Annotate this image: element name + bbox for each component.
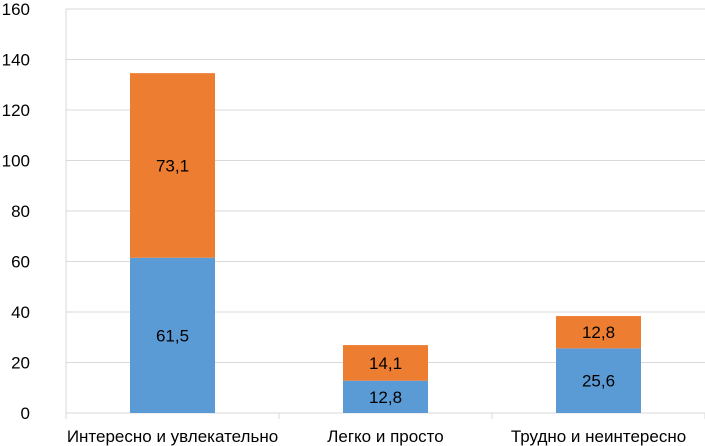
data-label: 12,8: [369, 388, 402, 407]
data-label: 61,5: [156, 326, 189, 345]
data-label: 12,8: [582, 323, 615, 342]
category-labels: Интересно и увлекательно Легко и просто Тр…: [67, 427, 686, 446]
category-label: Легко и просто: [327, 427, 444, 446]
y-tick-label: 60: [11, 253, 30, 272]
y-tick-label: 140: [2, 51, 30, 70]
bar-segment: [130, 257, 215, 413]
bar-segment: [343, 380, 428, 413]
data-label: 73,1: [156, 156, 189, 175]
bar-segment: [130, 73, 215, 258]
data-label: 14,1: [369, 354, 402, 373]
y-tick-label: 120: [2, 101, 30, 120]
category-label: Интересно и увлекательно: [67, 427, 278, 446]
y-tick-label: 160: [2, 0, 30, 19]
data-labels: 61,5 73,1 12,8 14,1 25,6 12,8: [156, 156, 615, 406]
y-tick-label: 0: [21, 404, 30, 423]
bars: [130, 73, 641, 413]
category-label: Трудно и неинтересно: [511, 427, 686, 446]
bar-segment: [556, 316, 641, 349]
y-tick-label: 100: [2, 152, 30, 171]
bar-segment: [556, 348, 641, 413]
y-tick-label: 80: [11, 202, 30, 221]
y-tick-label: 40: [11, 303, 30, 322]
y-tick-label: 20: [11, 354, 30, 373]
bar-segment: [343, 345, 428, 381]
data-label: 25,6: [582, 372, 615, 391]
y-tick-labels: 0 20 40 60 80 100 120 140 160: [2, 0, 30, 423]
